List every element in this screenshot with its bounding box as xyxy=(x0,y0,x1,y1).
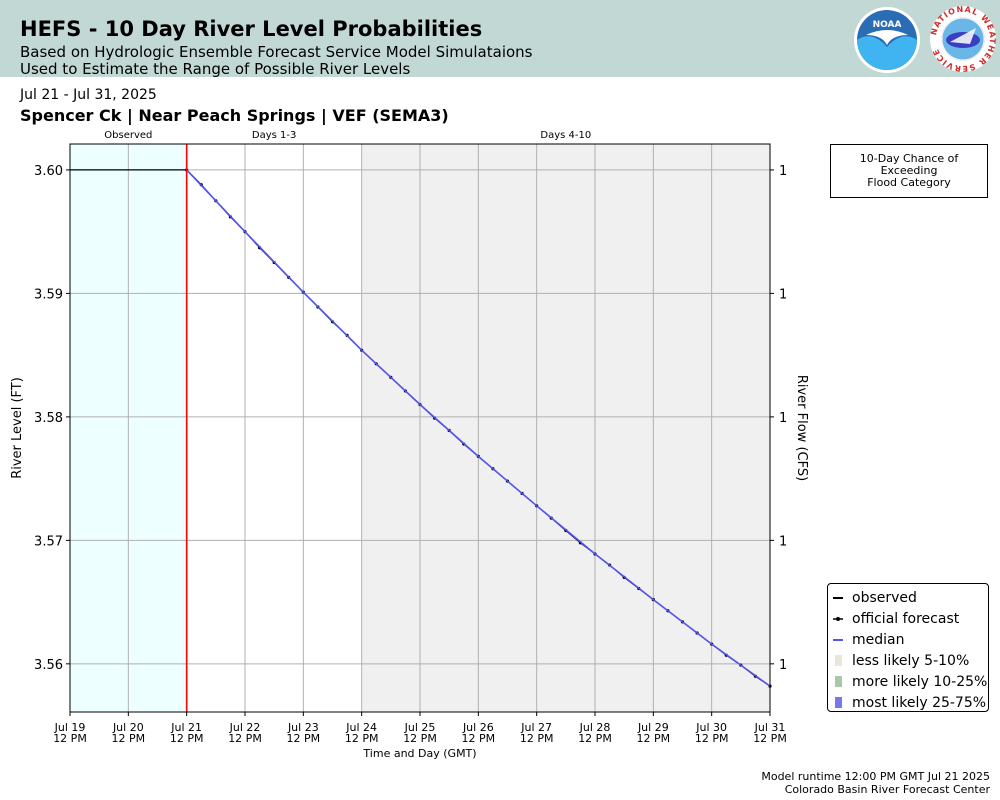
x-tick-label: Jul 25 xyxy=(404,721,436,734)
region-2 xyxy=(361,144,770,712)
x-tick-label: Jul 22 xyxy=(229,721,261,734)
y-tick-label: 3.57 xyxy=(34,534,63,549)
y-right-tick-label: 1 xyxy=(779,411,787,426)
legend-key xyxy=(833,692,843,713)
date-range: Jul 21 - Jul 31, 2025 xyxy=(20,87,157,103)
legend-item: most likely 25-75% xyxy=(828,692,988,713)
x-tick-label: Jul 30 xyxy=(695,721,727,734)
region-label-1: Days 1-3 xyxy=(252,130,296,141)
legend-key xyxy=(833,608,843,629)
station-title: Spencer Ck | Near Peach Springs | VEF (S… xyxy=(20,106,449,125)
x-tick-label: Jul 29 xyxy=(637,721,669,734)
x-tick-label: 12 PM xyxy=(695,732,729,745)
y-axis-label: River Level (FT) xyxy=(10,377,25,479)
x-tick-label: Jul 31 xyxy=(754,721,786,734)
legend-label: more likely 10-25% xyxy=(852,673,988,690)
y-right-tick-label: 1 xyxy=(779,534,787,549)
series-line-median xyxy=(186,169,771,687)
x-tick-label: Jul 28 xyxy=(579,721,611,734)
x-tick-label: 12 PM xyxy=(287,732,321,745)
x-tick-label: Jul 26 xyxy=(462,721,494,734)
x-tick-label: 12 PM xyxy=(345,732,379,745)
y-tick-label: 3.59 xyxy=(34,287,63,302)
legend-key xyxy=(833,587,843,608)
y-tick-label: 3.60 xyxy=(34,164,63,179)
chart-legend: observed official forecast median less like… xyxy=(827,583,989,712)
legend-key xyxy=(833,650,843,671)
legend-label: official forecast xyxy=(852,610,960,627)
legend-item: less likely 5-10% xyxy=(828,650,988,671)
legend-label: most likely 25-75% xyxy=(852,694,987,711)
legend-label: less likely 5-10% xyxy=(852,652,970,669)
y-tick-label: 3.58 xyxy=(34,411,63,426)
y-right-tick-label: 1 xyxy=(779,658,787,673)
page-title: HEFS - 10 Day River Level Probabilities xyxy=(20,17,483,41)
x-tick-label: 12 PM xyxy=(520,732,554,745)
nws-logo-icon: NATIONAL WEATHER SERVICE xyxy=(929,5,996,73)
y-right-tick-label: 1 xyxy=(779,287,787,302)
flood-box-line-1: 10-Day Chance of xyxy=(859,152,959,165)
legend-label: observed xyxy=(852,589,917,606)
x-tick-label: Jul 24 xyxy=(345,721,377,734)
flood-category-box: 10-Day Chance of Exceeding Flood Categor… xyxy=(830,144,988,198)
footer: Model runtime 12:00 PM GMT Jul 21 2025 C… xyxy=(761,770,990,796)
x-tick-label: 12 PM xyxy=(170,732,204,745)
y-axis-label-right: River Flow (CFS) xyxy=(794,375,809,481)
region-1 xyxy=(186,144,362,712)
page-subtitle: Based on Hydrologic Ensemble Forecast Se… xyxy=(20,43,533,61)
legend-item: median xyxy=(828,629,988,650)
y-tick-label: 3.56 xyxy=(34,658,63,673)
noaa-logo-icon: NOAA xyxy=(854,7,920,73)
flood-box-line-3: Flood Category xyxy=(867,176,951,189)
page-subtitle-2: Used to Estimate the Range of Possible R… xyxy=(20,60,411,78)
legend-key xyxy=(833,671,843,692)
x-tick-label: 12 PM xyxy=(403,732,437,745)
region-label-2: Days 4-10 xyxy=(540,130,591,141)
x-tick-label: Jul 19 xyxy=(54,721,86,734)
x-tick-label: Jul 20 xyxy=(112,721,144,734)
x-tick-label: Jul 27 xyxy=(520,721,552,734)
x-tick-label: 12 PM xyxy=(753,732,787,745)
x-tick-label: 12 PM xyxy=(53,732,87,745)
legend-item: observed xyxy=(828,587,988,608)
x-tick-label: 12 PM xyxy=(112,732,146,745)
x-tick-label: 12 PM xyxy=(462,732,496,745)
x-tick-label: Jul 21 xyxy=(170,721,202,734)
y-right-tick-label: 1 xyxy=(779,164,787,179)
legend-item: more likely 10-25% xyxy=(828,671,988,692)
noaa-logo-text: NOAA xyxy=(873,20,902,30)
header-banner: HEFS - 10 Day River Level Probabilities … xyxy=(0,0,1000,78)
x-tick-label: 12 PM xyxy=(637,732,671,745)
x-axis-label: Time and Day (GMT) xyxy=(362,747,476,760)
x-tick-label: 12 PM xyxy=(228,732,262,745)
x-tick-label: Jul 23 xyxy=(287,721,319,734)
x-tick-label: 12 PM xyxy=(578,732,612,745)
region-label-0: Observed xyxy=(104,130,152,141)
flood-box-line-2: Exceeding xyxy=(880,164,938,177)
forecast-center: Colorado Basin River Forecast Center xyxy=(784,783,990,796)
legend-key xyxy=(833,629,843,650)
legend-item: official forecast xyxy=(828,608,988,629)
legend-label: median xyxy=(852,631,905,648)
model-runtime: Model runtime 12:00 PM GMT Jul 21 2025 xyxy=(761,770,990,783)
